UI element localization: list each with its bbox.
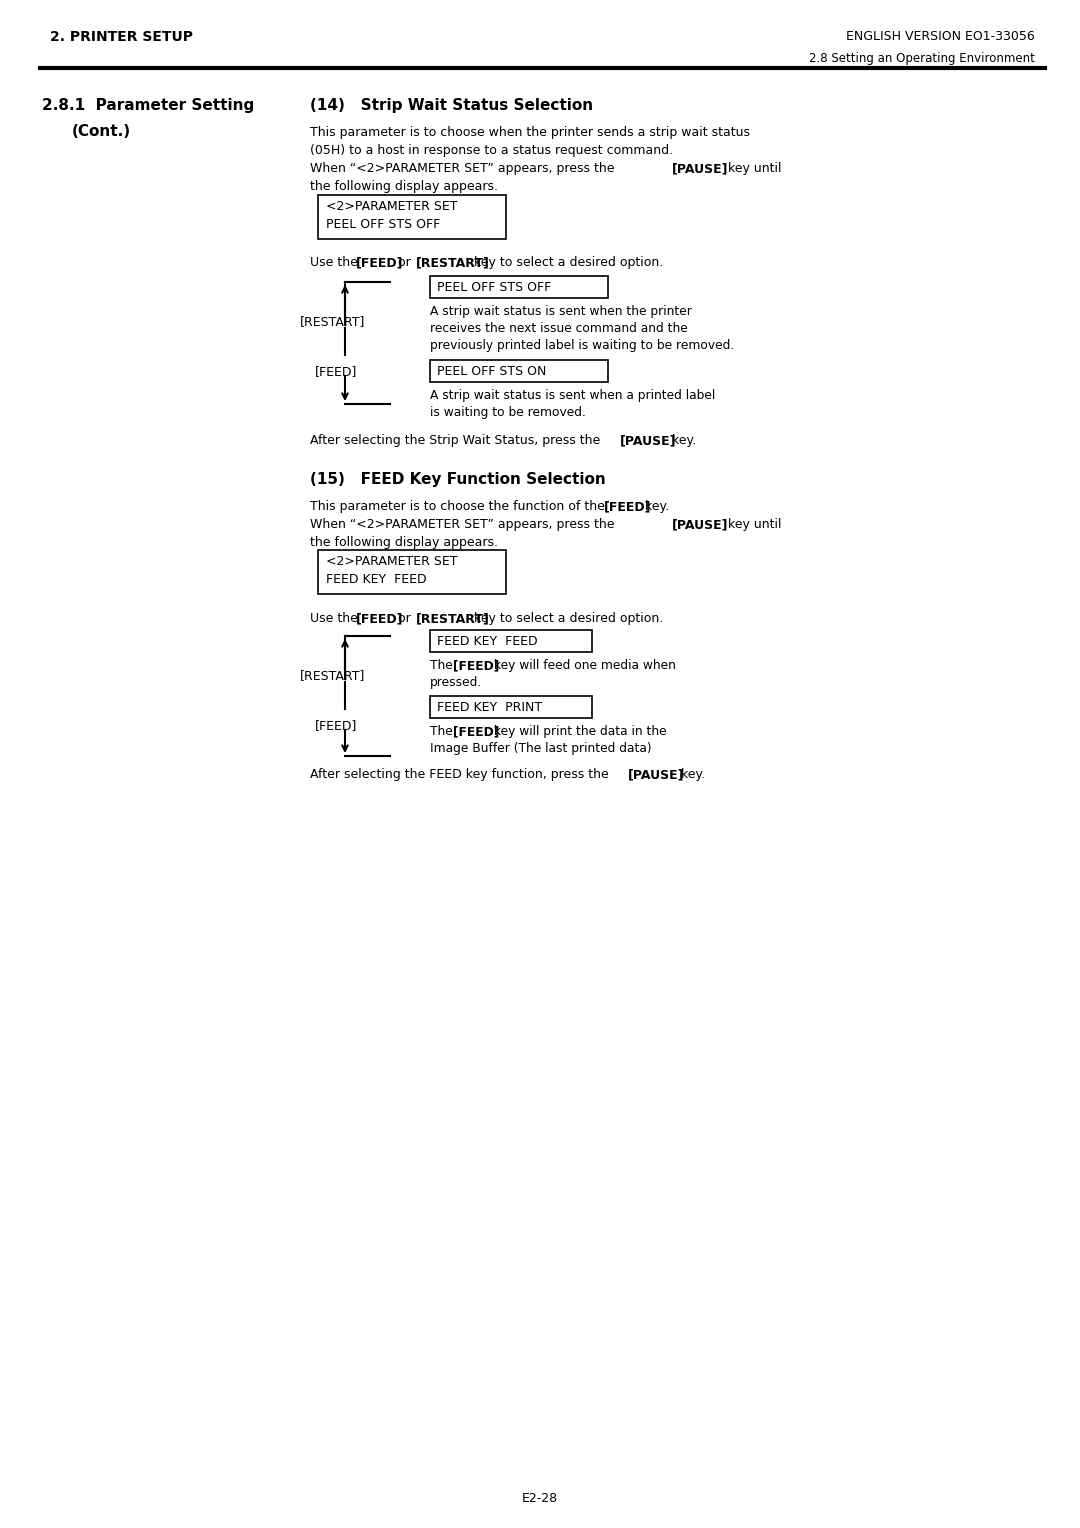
Text: [FEED]: [FEED] [604, 500, 651, 513]
Text: When “<2>PARAMETER SET” appears, press the: When “<2>PARAMETER SET” appears, press t… [310, 162, 619, 176]
Text: PEEL OFF STS ON: PEEL OFF STS ON [437, 365, 546, 377]
Text: [RESTART]: [RESTART] [416, 613, 490, 625]
Text: key to select a desired option.: key to select a desired option. [470, 257, 663, 269]
Text: (Cont.): (Cont.) [72, 124, 131, 139]
Text: key.: key. [642, 500, 670, 513]
Text: FEED KEY  FEED: FEED KEY FEED [437, 636, 538, 648]
Text: key until: key until [724, 162, 782, 176]
Text: [PAUSE]: [PAUSE] [627, 769, 685, 781]
Bar [430, 695, 592, 718]
Text: 2.8.1  Parameter Setting: 2.8.1 Parameter Setting [42, 98, 254, 113]
Text: (15)   FEED Key Function Selection: (15) FEED Key Function Selection [310, 472, 606, 487]
Text: When “<2>PARAMETER SET” appears, press the: When “<2>PARAMETER SET” appears, press t… [310, 518, 619, 532]
Text: or: or [394, 613, 415, 625]
Text: FEED KEY  PRINT: FEED KEY PRINT [437, 701, 542, 714]
Text: A strip wait status is sent when a printed label: A strip wait status is sent when a print… [430, 390, 715, 402]
Bar [430, 630, 592, 652]
Text: (14)   Strip Wait Status Selection: (14) Strip Wait Status Selection [310, 98, 593, 113]
Text: <2>PARAMETER SET: <2>PARAMETER SET [326, 555, 458, 568]
Text: [PAUSE]: [PAUSE] [620, 434, 676, 448]
Bar [430, 277, 608, 298]
Text: key to select a desired option.: key to select a desired option. [470, 613, 663, 625]
Text: receives the next issue command and the: receives the next issue command and the [430, 322, 688, 335]
Text: previously printed label is waiting to be removed.: previously printed label is waiting to b… [430, 339, 734, 351]
Text: pressed.: pressed. [430, 675, 483, 689]
Text: the following display appears.: the following display appears. [310, 536, 498, 549]
Text: The: The [430, 724, 457, 738]
Text: After selecting the Strip Wait Status, press the: After selecting the Strip Wait Status, p… [310, 434, 604, 448]
Text: ENGLISH VERSION EO1-33056: ENGLISH VERSION EO1-33056 [847, 31, 1035, 43]
Text: <2>PARAMETER SET: <2>PARAMETER SET [326, 200, 458, 212]
Text: key will print the data in the: key will print the data in the [490, 724, 666, 738]
Text: PEEL OFF STS OFF: PEEL OFF STS OFF [437, 281, 551, 293]
Text: 2. PRINTER SETUP: 2. PRINTER SETUP [50, 31, 193, 44]
Text: (05H) to a host in response to a status request command.: (05H) to a host in response to a status … [310, 144, 673, 157]
Text: [FEED]: [FEED] [453, 659, 499, 672]
Text: Image Buffer (The last printed data): Image Buffer (The last printed data) [430, 743, 651, 755]
Text: is waiting to be removed.: is waiting to be removed. [430, 406, 585, 419]
Text: [FEED]: [FEED] [315, 365, 357, 377]
Text: The: The [430, 659, 457, 672]
Text: [FEED]: [FEED] [315, 720, 357, 732]
Text: key until: key until [724, 518, 782, 532]
Text: A strip wait status is sent when the printer: A strip wait status is sent when the pri… [430, 306, 692, 318]
Text: This parameter is to choose when the printer sends a strip wait status: This parameter is to choose when the pri… [310, 125, 750, 139]
Text: [RESTART]: [RESTART] [300, 315, 365, 329]
Text: [PAUSE]: [PAUSE] [672, 162, 729, 176]
Bar [430, 361, 608, 382]
Text: [RESTART]: [RESTART] [416, 257, 490, 269]
Text: or: or [394, 257, 415, 269]
Text: [FEED]: [FEED] [356, 613, 404, 625]
Text: Use the: Use the [310, 257, 362, 269]
Text: Use the: Use the [310, 613, 362, 625]
Text: key.: key. [669, 434, 697, 448]
Text: FEED KEY  FEED: FEED KEY FEED [326, 573, 427, 587]
Text: E2-28: E2-28 [522, 1491, 558, 1505]
Text: the following display appears.: the following display appears. [310, 180, 498, 193]
Text: [PAUSE]: [PAUSE] [672, 518, 729, 532]
Text: [FEED]: [FEED] [453, 724, 499, 738]
Text: After selecting the FEED key function, press the: After selecting the FEED key function, p… [310, 769, 612, 781]
Text: key.: key. [677, 769, 705, 781]
Text: This parameter is to choose the function of the: This parameter is to choose the function… [310, 500, 609, 513]
Text: [FEED]: [FEED] [356, 257, 404, 269]
Bar [318, 196, 507, 238]
Text: 2.8 Setting an Operating Environment: 2.8 Setting an Operating Environment [809, 52, 1035, 66]
Text: key will feed one media when: key will feed one media when [490, 659, 676, 672]
Text: [RESTART]: [RESTART] [300, 669, 365, 681]
Bar [318, 550, 507, 594]
Text: PEEL OFF STS OFF: PEEL OFF STS OFF [326, 219, 441, 231]
